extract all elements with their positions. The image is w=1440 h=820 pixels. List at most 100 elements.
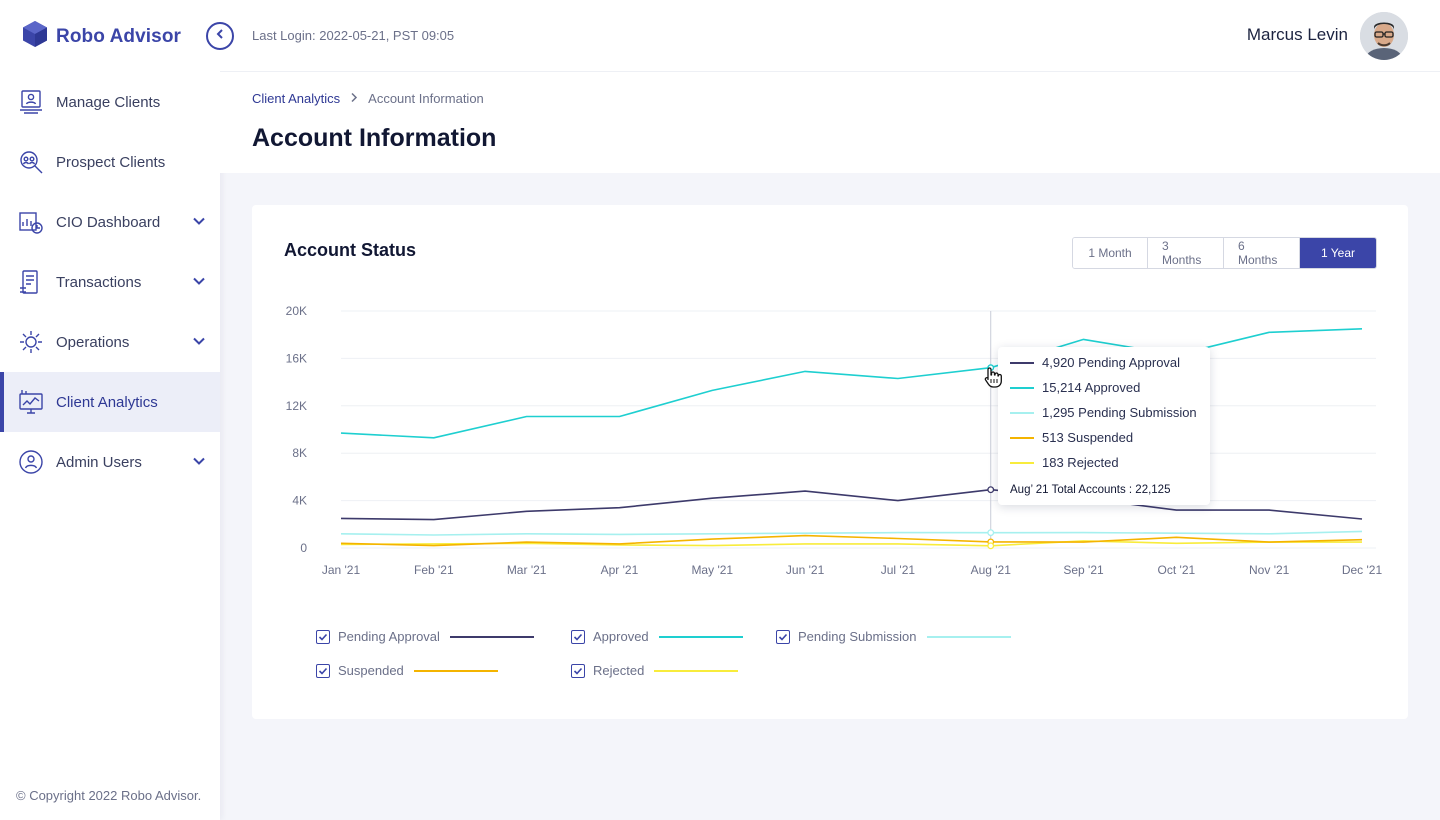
- x-tick-label: Jan '21: [322, 563, 361, 577]
- x-tick-label: Dec '21: [1342, 563, 1383, 577]
- legend-item-rejected[interactable]: Rejected: [571, 663, 739, 678]
- series-line-pending-approval: [340, 488, 1363, 521]
- x-tick-label: Mar '21: [507, 563, 547, 577]
- tooltip-line-pending-approval: [1010, 361, 1034, 364]
- x-tick-label: Oct '21: [1158, 563, 1196, 577]
- title-area: Client Analytics Account Information Acc…: [220, 72, 1440, 173]
- hand-cursor-icon: [982, 366, 1002, 393]
- hover-point-pending-approval: [987, 486, 995, 494]
- brand-name: Robo Advisor: [56, 25, 182, 47]
- tooltip-line-suspended: [1010, 436, 1034, 439]
- legend-line-rejected: [654, 669, 739, 672]
- legend-label: Approved: [593, 629, 649, 644]
- tooltip-row: 183 Rejected: [1010, 455, 1119, 470]
- legend-line-approved: [658, 635, 743, 638]
- legend-label: Pending Approval: [338, 629, 440, 644]
- series-line-pending-submission: [340, 530, 1363, 536]
- account-status-chart[interactable]: 0 4K 8K 12K 16K 20K Jan '21 Feb '21 Mar '21 Apr '…: [252, 290, 1392, 590]
- sidebar-item-operations[interactable]: Operations: [0, 312, 220, 372]
- legend-label: Rejected: [593, 663, 645, 678]
- range-button-3-months[interactable]: 3 Months: [1148, 238, 1224, 268]
- legend-label: Pending Submission: [798, 629, 917, 644]
- sidebar-item-label: Operations: [56, 333, 130, 351]
- legend-item-approved[interactable]: Approved: [571, 629, 743, 644]
- chevron-down-icon[interactable]: [192, 454, 206, 468]
- x-tick-label: Jul '21: [881, 563, 916, 577]
- sidebar-item-label: Admin Users: [56, 453, 142, 471]
- checkbox-checked-icon[interactable]: [776, 629, 790, 644]
- chevron-right-icon: [350, 91, 358, 106]
- legend-line-pending-submission: [926, 635, 1011, 638]
- sidebar-item-cio-dashboard[interactable]: CIO Dashboard: [0, 192, 220, 252]
- tooltip-row: 513 Suspended: [1010, 430, 1133, 445]
- chevron-left-icon: [214, 27, 226, 45]
- tooltip-line-rejected: [1010, 461, 1034, 464]
- collapse-sidebar-button[interactable]: [206, 22, 234, 50]
- sidebar-item-admin-users[interactable]: Admin Users: [0, 432, 220, 492]
- tooltip-row: 4,920 Pending Approval: [1010, 355, 1180, 370]
- operations-icon: [16, 327, 46, 357]
- legend-line-suspended: [413, 669, 498, 672]
- x-tick-label: Jun '21: [786, 563, 825, 577]
- tooltip-text: 513 Suspended: [1042, 430, 1134, 445]
- legend-item-suspended[interactable]: Suspended: [316, 663, 498, 678]
- user-name[interactable]: Marcus Levin: [1246, 25, 1348, 44]
- y-tick-label: 8K: [292, 446, 307, 460]
- range-button-1-year[interactable]: 1 Year: [1300, 238, 1376, 268]
- chart-tooltip: 4,920 Pending Approval 15,214 Approved 1…: [998, 347, 1210, 505]
- y-tick-label: 20K: [286, 304, 307, 318]
- avatar[interactable]: [1360, 12, 1408, 60]
- legend-line-pending-approval: [449, 635, 534, 638]
- y-tick-label: 16K: [286, 351, 307, 365]
- chevron-down-icon[interactable]: [192, 274, 206, 288]
- tooltip-text: 15,214 Approved: [1042, 380, 1141, 395]
- chevron-down-icon[interactable]: [192, 334, 206, 348]
- x-tick-label: Sep '21: [1063, 563, 1104, 577]
- robo-advisor-logo-icon: [22, 20, 48, 53]
- brand[interactable]: Robo Advisor: [22, 20, 181, 53]
- page-title: Account Information: [252, 124, 497, 152]
- breadcrumb-link-client-analytics[interactable]: Client Analytics: [252, 91, 341, 106]
- legend-item-pending-approval[interactable]: Pending Approval: [316, 629, 534, 644]
- tooltip-text: 4,920 Pending Approval: [1042, 355, 1181, 370]
- sidebar: Robo Advisor Manage Clients Prospect Cli…: [0, 0, 220, 820]
- tooltip-row: 15,214 Approved: [1010, 380, 1140, 395]
- x-tick-label: Apr '21: [601, 563, 639, 577]
- y-tick-label: 0: [300, 541, 307, 555]
- sidebar-item-label: Prospect Clients: [56, 153, 166, 171]
- admin-users-icon: [16, 447, 46, 477]
- x-tick-label: Feb '21: [414, 563, 454, 577]
- y-tick-label: 4K: [292, 494, 307, 508]
- range-button-1-month[interactable]: 1 Month: [1073, 238, 1148, 268]
- chevron-down-icon[interactable]: [192, 214, 206, 228]
- sidebar-item-label: CIO Dashboard: [56, 213, 161, 231]
- transactions-icon: [16, 267, 46, 297]
- sidebar-item-transactions[interactable]: Transactions: [0, 252, 220, 312]
- tooltip-line-pending-submission: [1010, 411, 1034, 414]
- top-header: Last Login: 2022-05-21, PST 09:05 Marcus…: [206, 0, 1440, 72]
- tooltip-total: Aug’ 21 Total Accounts : 22,125: [1010, 484, 1171, 496]
- tooltip-text: 1,295 Pending Submission: [1042, 405, 1197, 420]
- account-status-card: Account Status 1 Month 3 Months 6 Months…: [252, 205, 1408, 719]
- copyright: © Copyright 2022 Robo Advisor.: [16, 788, 202, 803]
- checkbox-checked-icon[interactable]: [316, 629, 330, 644]
- series-line-suspended: [340, 534, 1363, 547]
- legend-item-pending-submission[interactable]: Pending Submission: [776, 629, 1011, 644]
- checkbox-checked-icon[interactable]: [316, 663, 330, 678]
- sidebar-nav: Manage Clients Prospect Clients CIO Dash…: [0, 72, 220, 492]
- time-range-selector: 1 Month 3 Months 6 Months 1 Year: [1072, 237, 1377, 269]
- client-analytics-icon: [16, 387, 46, 417]
- sidebar-item-manage-clients[interactable]: Manage Clients: [0, 72, 220, 132]
- sidebar-item-prospect-clients[interactable]: Prospect Clients: [0, 132, 220, 192]
- checkbox-checked-icon[interactable]: [571, 663, 585, 678]
- tooltip-line-approved: [1010, 386, 1034, 389]
- breadcrumb: Client Analytics Account Information: [252, 91, 484, 106]
- x-tick-label: Nov '21: [1249, 563, 1290, 577]
- range-button-6-months[interactable]: 6 Months: [1224, 238, 1300, 268]
- x-tick-label: Aug '21: [971, 563, 1012, 577]
- checkbox-checked-icon[interactable]: [571, 629, 585, 644]
- sidebar-item-client-analytics[interactable]: Client Analytics: [0, 372, 220, 432]
- manage-clients-icon: [16, 87, 46, 117]
- card-title: Account Status: [284, 240, 417, 260]
- prospect-clients-icon: [16, 147, 46, 177]
